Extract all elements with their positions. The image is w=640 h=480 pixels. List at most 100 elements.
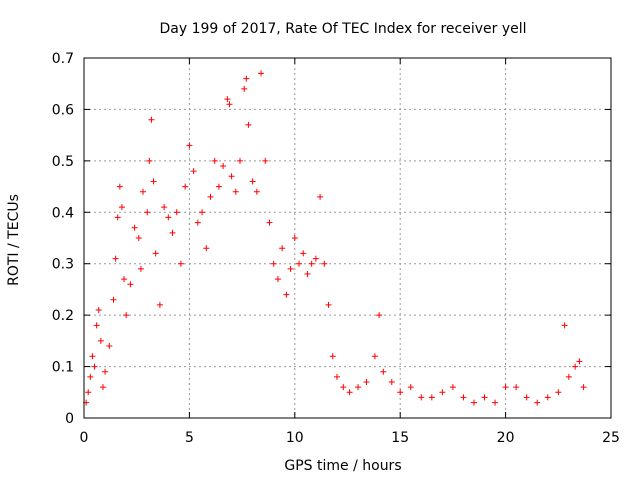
data-point <box>211 157 218 164</box>
data-point <box>266 219 273 226</box>
data-point <box>270 260 277 267</box>
data-point <box>215 183 222 190</box>
data-point <box>121 276 128 283</box>
data-point <box>380 368 387 375</box>
data-point <box>428 394 435 401</box>
y-tick-label: 0.3 <box>52 257 74 273</box>
data-point <box>165 214 172 221</box>
data-point <box>190 168 197 175</box>
data-point <box>346 389 353 396</box>
data-point <box>333 373 340 380</box>
y-tick-label: 0.6 <box>52 102 74 118</box>
data-point <box>262 157 269 164</box>
y-tick-label: 0.7 <box>52 51 74 67</box>
data-point <box>169 229 176 236</box>
data-point <box>194 219 201 226</box>
data-point <box>245 121 252 128</box>
data-point <box>274 276 281 283</box>
axis-ticks <box>83 57 612 419</box>
data-point <box>226 101 233 108</box>
data-point <box>148 116 155 123</box>
data-point <box>93 322 100 329</box>
x-tick-label: 15 <box>391 430 409 446</box>
data-point <box>513 384 520 391</box>
data-point <box>321 260 328 267</box>
data-point <box>140 188 147 195</box>
data-point <box>523 394 530 401</box>
data-point <box>135 235 142 241</box>
y-tick-label: 0.4 <box>52 205 74 221</box>
data-point <box>580 384 587 391</box>
data-point <box>312 255 319 262</box>
data-point <box>123 312 130 319</box>
data-point <box>116 183 123 190</box>
data-point <box>95 307 102 313</box>
data-point <box>106 343 113 349</box>
data-point <box>439 389 446 396</box>
data-point <box>144 209 151 216</box>
data-point <box>228 173 235 180</box>
data-point <box>203 245 210 252</box>
data-point <box>118 204 125 211</box>
data-point <box>544 394 551 401</box>
data-point <box>182 183 189 190</box>
data-point <box>492 399 499 406</box>
data-point <box>102 368 109 375</box>
data-point <box>470 399 477 406</box>
x-tick-label: 10 <box>286 430 304 446</box>
x-tick-label: 0 <box>80 430 89 446</box>
x-axis-label: GPS time / hours <box>284 458 401 474</box>
data-point <box>555 389 562 396</box>
data-point <box>253 188 260 195</box>
chart-title: Day 199 of 2017, Rate Of TEC Index for r… <box>159 21 526 37</box>
data-point <box>565 373 572 380</box>
data-point <box>418 394 425 401</box>
data-point <box>224 96 231 103</box>
y-tick-label: 0.1 <box>52 360 74 376</box>
data-point <box>534 399 541 406</box>
data-point <box>287 265 294 272</box>
data-point <box>150 178 157 185</box>
data-point <box>325 301 332 308</box>
data-point <box>220 163 227 169</box>
data-point <box>152 250 159 257</box>
data-point <box>449 384 456 391</box>
data-point <box>156 301 163 308</box>
data-point <box>308 260 315 267</box>
data-point <box>291 235 298 241</box>
data-point <box>199 209 206 216</box>
data-point <box>146 157 153 164</box>
x-axis-tick-labels: 0 5 10 15 20 25 <box>80 430 620 446</box>
grid-lines <box>84 58 611 418</box>
data-point <box>355 384 362 391</box>
data-point <box>87 373 94 380</box>
data-point <box>241 85 248 92</box>
data-point <box>407 384 414 391</box>
data-point <box>173 209 180 216</box>
data-point <box>376 312 383 319</box>
data-point <box>89 353 96 360</box>
data-point <box>363 379 370 385</box>
data-point <box>110 296 117 303</box>
x-tick-label: 25 <box>602 430 620 446</box>
data-point <box>137 265 144 272</box>
data-point <box>397 389 404 396</box>
y-axis-tick-labels: 0 0.1 0.2 0.3 0.4 0.5 0.6 0.7 <box>52 51 74 427</box>
data-point <box>258 70 265 77</box>
data-point <box>207 193 214 200</box>
data-point <box>161 204 168 211</box>
plot-frame <box>83 57 612 419</box>
data-points <box>83 70 587 406</box>
data-point <box>283 291 290 298</box>
data-point <box>112 255 119 262</box>
data-point <box>99 384 106 391</box>
data-point <box>460 394 467 401</box>
data-point <box>300 250 307 257</box>
data-point <box>249 178 256 185</box>
y-tick-label: 0.2 <box>52 308 74 324</box>
data-point <box>329 353 336 360</box>
y-tick-label: 0.5 <box>52 154 74 170</box>
data-point <box>131 224 138 231</box>
y-axis-label: ROTI / TECUs <box>6 194 22 286</box>
